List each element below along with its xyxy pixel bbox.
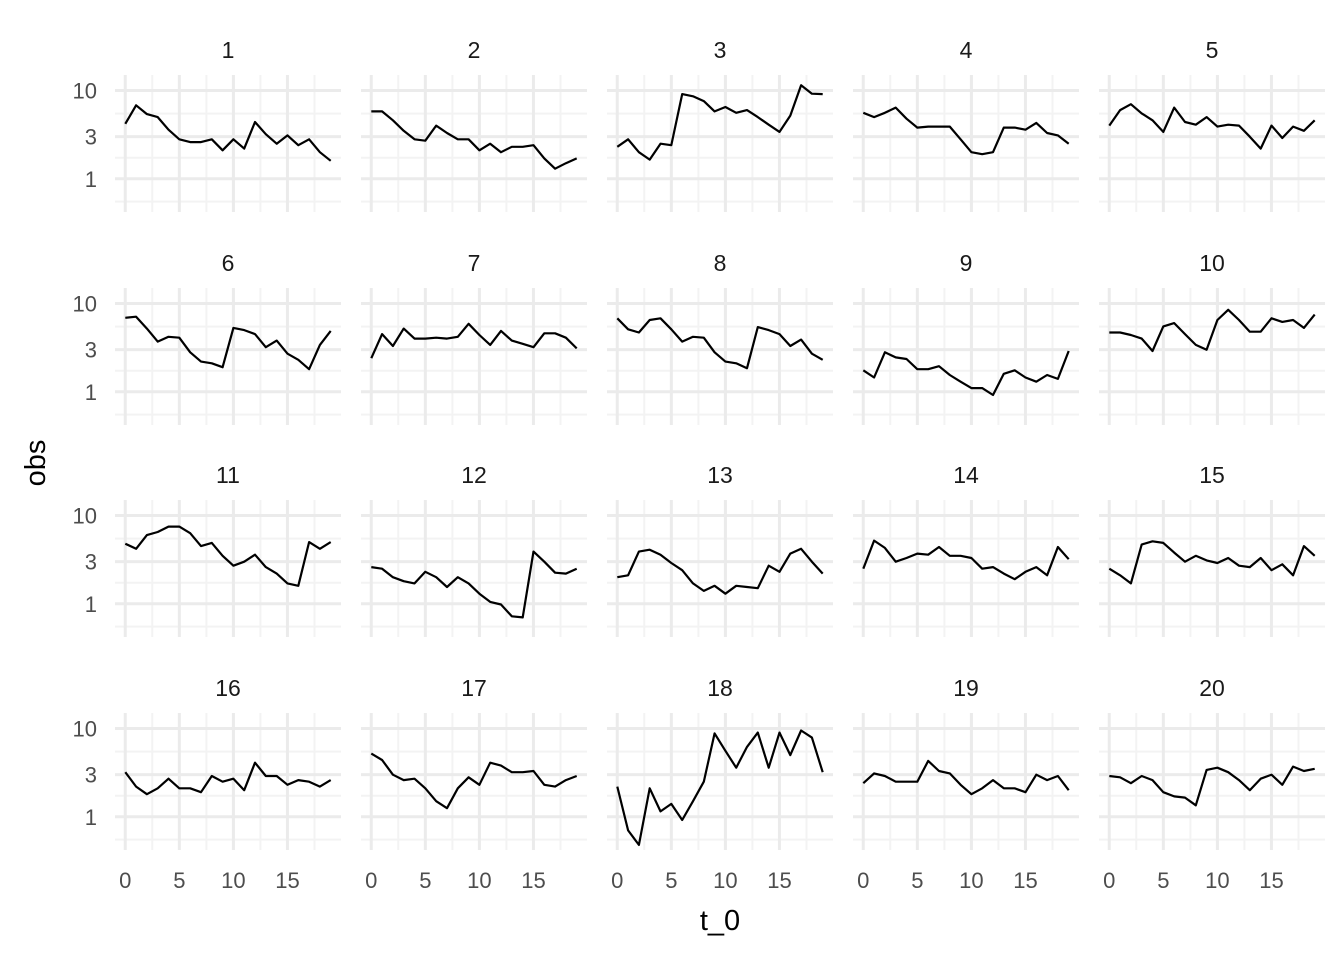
x-tick-label: 10 bbox=[221, 868, 245, 893]
x-tick-label: 0 bbox=[857, 868, 869, 893]
series-line bbox=[124, 104, 332, 162]
series-line bbox=[862, 350, 1070, 397]
x-tick-label: 5 bbox=[1157, 868, 1169, 893]
x-tick-label: 10 bbox=[959, 868, 983, 893]
facet-panel: 18 bbox=[607, 675, 833, 850]
x-tick-label: 5 bbox=[173, 868, 185, 893]
facet-strip-label: 19 bbox=[953, 675, 979, 701]
y-tick-label: 1 bbox=[85, 592, 97, 617]
y-tick-label: 10 bbox=[73, 504, 97, 529]
facet-strip-label: 9 bbox=[960, 250, 973, 276]
series-line bbox=[371, 550, 578, 619]
facet-strip-label: 15 bbox=[1199, 462, 1225, 488]
facet-panel: 2 bbox=[361, 37, 587, 212]
x-tick-label: 15 bbox=[767, 868, 791, 893]
facet-panel: 20 bbox=[1099, 675, 1325, 850]
facet-strip-label: 3 bbox=[714, 37, 727, 63]
facet-strip-label: 13 bbox=[707, 462, 733, 488]
facet-panel: 3 bbox=[607, 37, 833, 212]
facet-panel: 8 bbox=[607, 250, 833, 425]
facet-panel: 19 bbox=[853, 675, 1079, 850]
facet-strip-label: 12 bbox=[461, 462, 487, 488]
facet-strip-label: 14 bbox=[953, 462, 979, 488]
facet-strip-label: 2 bbox=[468, 37, 481, 63]
facet-strip-label: 18 bbox=[707, 675, 733, 701]
y-tick-label: 1 bbox=[85, 380, 97, 405]
facet-strip-label: 10 bbox=[1199, 250, 1225, 276]
facet-strip-label: 1 bbox=[222, 37, 235, 63]
y-tick-label: 3 bbox=[85, 338, 97, 363]
series-line bbox=[371, 110, 578, 170]
series-line bbox=[1108, 103, 1316, 150]
series-line bbox=[1109, 308, 1316, 353]
x-tick-label: 10 bbox=[467, 868, 491, 893]
x-tick-label: 0 bbox=[365, 868, 377, 893]
facet-panel: 5 bbox=[1099, 37, 1325, 212]
series-line bbox=[617, 547, 824, 595]
facet-panel: 6 1 3 10 bbox=[73, 250, 341, 425]
series-line bbox=[616, 729, 824, 847]
facet-panel: 1 1 3 10 bbox=[73, 37, 341, 212]
x-tick-label: 10 bbox=[713, 868, 737, 893]
y-tick-label: 10 bbox=[73, 79, 97, 104]
series-line bbox=[1109, 765, 1315, 807]
x-tick-label: 15 bbox=[1259, 868, 1283, 893]
x-tick-label: 0 bbox=[1103, 868, 1115, 893]
series-line bbox=[862, 106, 1070, 156]
x-tick-labels: 0 5 10 15 0 5 10 15 0 5 10 15 0 5 10 15 0 5 10 15 bbox=[119, 868, 1284, 893]
facet-strip-label: 16 bbox=[215, 675, 241, 701]
x-tick-label: 15 bbox=[1013, 868, 1037, 893]
facet-strip-label: 17 bbox=[461, 675, 487, 701]
facet-strip-label: 8 bbox=[714, 250, 727, 276]
facet-strip-label: 20 bbox=[1199, 675, 1225, 701]
series-line bbox=[125, 315, 332, 371]
facet-panel: 4 bbox=[853, 37, 1079, 212]
facet-strip-label: 4 bbox=[960, 37, 973, 63]
facet-panel: 15 bbox=[1099, 462, 1325, 637]
facet-panel: 17 bbox=[361, 675, 587, 850]
facet-panel: 10 bbox=[1099, 250, 1325, 425]
x-tick-label: 10 bbox=[1205, 868, 1229, 893]
y-tick-label: 10 bbox=[73, 717, 97, 742]
y-tick-label: 3 bbox=[85, 125, 97, 150]
x-tick-label: 0 bbox=[119, 868, 131, 893]
x-tick-label: 5 bbox=[665, 868, 677, 893]
y-tick-label: 3 bbox=[85, 550, 97, 575]
series-line bbox=[616, 317, 824, 370]
y-tick-label: 3 bbox=[85, 763, 97, 788]
series-line bbox=[862, 539, 1070, 581]
series-line bbox=[1108, 540, 1316, 585]
x-tick-label: 15 bbox=[275, 868, 299, 893]
series-line bbox=[124, 761, 332, 796]
facet-panel: 9 bbox=[853, 250, 1079, 425]
facet-strip-label: 6 bbox=[222, 250, 235, 276]
y-axis-title: obs bbox=[20, 440, 52, 487]
facet-panel: 13 bbox=[607, 462, 833, 637]
x-tick-label: 15 bbox=[521, 868, 545, 893]
series-line bbox=[862, 759, 1070, 796]
x-tick-label: 5 bbox=[419, 868, 431, 893]
facet-strip-label: 7 bbox=[468, 250, 481, 276]
x-tick-label: 5 bbox=[911, 868, 923, 893]
facet-strip-label: 11 bbox=[216, 462, 240, 488]
series-line bbox=[616, 84, 823, 161]
x-axis-title: t_0 bbox=[700, 905, 740, 937]
series-line bbox=[124, 525, 332, 587]
y-tick-label: 1 bbox=[85, 167, 97, 192]
facet-strip-label: 5 bbox=[1206, 37, 1219, 63]
series-line bbox=[370, 322, 578, 359]
facet-panel: 12 bbox=[361, 462, 587, 637]
x-tick-label: 0 bbox=[611, 868, 623, 893]
y-tick-label: 10 bbox=[73, 292, 97, 317]
facet-panel: 14 bbox=[853, 462, 1079, 637]
facet-panel: 7 bbox=[361, 250, 587, 425]
y-tick-label: 1 bbox=[85, 805, 97, 830]
series-line bbox=[370, 752, 578, 810]
